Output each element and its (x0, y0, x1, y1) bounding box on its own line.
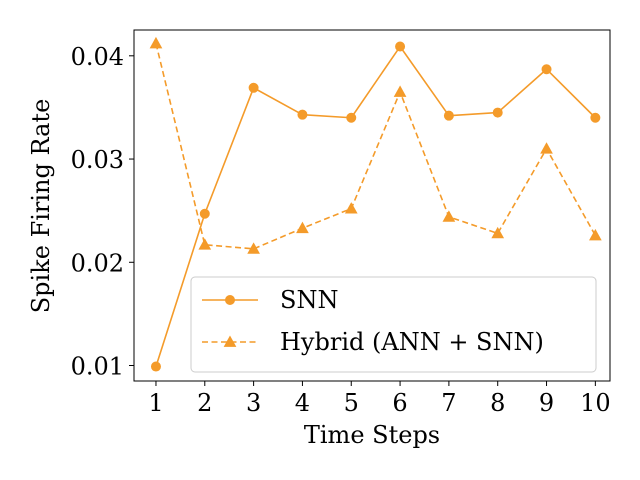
legend-label-snn: SNN (280, 286, 338, 314)
axes: 1 2 3 4 5 6 7 8 9 10 0.01 0.02 0.03 0.04 (71, 29, 611, 417)
series-point-snn (541, 64, 552, 75)
x-tick-label: 1 (148, 389, 163, 417)
x-tick-label: 3 (246, 389, 261, 417)
series-point-hybrid (491, 226, 505, 239)
series-point-hybrid (393, 85, 407, 97)
series-point-hybrid (149, 36, 163, 49)
y-tick-label: 0.03 (71, 146, 124, 174)
series-point-snn (297, 109, 308, 120)
x-tick-label: 9 (539, 389, 554, 417)
legend: SNN Hybrid (ANN + SNN) (190, 276, 597, 373)
series-point-snn (248, 82, 259, 93)
plot-marks (149, 36, 602, 372)
series-point-hybrid (247, 242, 260, 254)
x-tick-label: 6 (392, 389, 407, 417)
series-point-snn (395, 41, 406, 52)
y-tick-label: 0.02 (71, 249, 124, 277)
series-point-hybrid (442, 210, 456, 222)
x-axis-label: Time Steps (304, 421, 440, 449)
series-point-snn (199, 208, 210, 219)
series-point-hybrid (589, 228, 602, 241)
x-tick-label: 4 (295, 389, 310, 417)
series-point-snn (443, 110, 454, 121)
y-axis-label: Spike Firing Rate (27, 99, 55, 314)
series-point-hybrid (540, 142, 553, 154)
series-line-hybrid (155, 43, 597, 250)
legend-marker-hybrid (223, 335, 237, 347)
x-tick-label: 2 (197, 389, 212, 417)
series-point-hybrid (198, 238, 212, 250)
plot-frame (133, 29, 611, 382)
series-point-snn (346, 112, 357, 123)
x-tick-label: 8 (490, 389, 505, 417)
series-point-snn (590, 112, 601, 123)
legend-label-hybrid: Hybrid (ANN + SNN) (280, 328, 544, 356)
x-tick-label: 5 (344, 389, 359, 417)
x-tick-label: 10 (580, 389, 611, 417)
series-point-snn (492, 107, 503, 118)
series-line-snn (155, 45, 596, 367)
y-tick-label: 0.04 (71, 43, 124, 71)
legend-box (190, 276, 597, 373)
legend-marker-snn (225, 295, 235, 305)
x-tick-label: 7 (441, 389, 456, 417)
series-point-hybrid (296, 221, 309, 234)
y-tick-label: 0.01 (71, 353, 124, 381)
series-point-hybrid (344, 202, 358, 214)
series-point-snn (150, 361, 161, 372)
